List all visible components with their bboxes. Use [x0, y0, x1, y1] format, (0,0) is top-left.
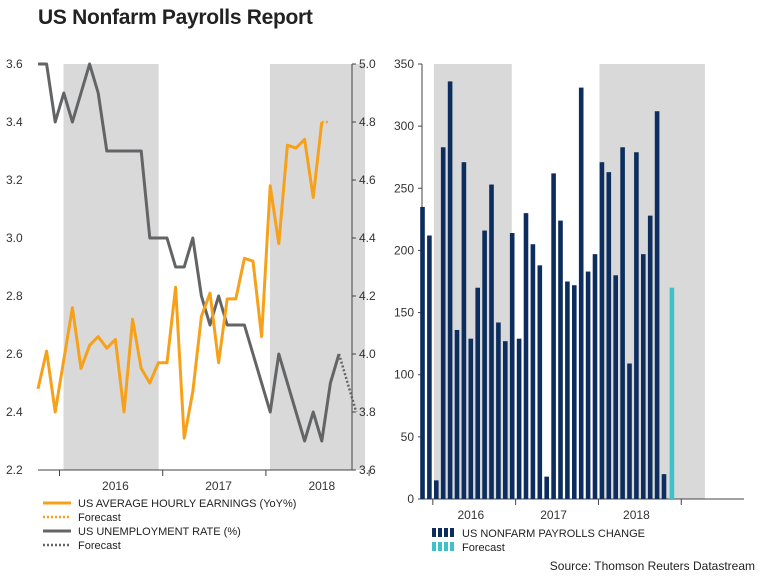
payroll-bar	[434, 480, 439, 499]
bar-y-tick-label: 300	[394, 119, 414, 133]
bar-legend-label: US NONFARM PAYROLLS CHANGE	[462, 528, 645, 540]
payroll-bar	[537, 265, 543, 499]
right-y-tick-label: 5.0	[359, 57, 376, 71]
payroll-bar	[523, 213, 529, 499]
payroll-bar	[592, 254, 598, 499]
bar-x-year-label: 2016	[457, 508, 484, 522]
payroll-bar	[654, 111, 660, 499]
payroll-bar	[572, 285, 577, 499]
bar-y-tick-label: 350	[394, 57, 414, 71]
payroll-bar	[420, 206, 425, 499]
bar-legend-swatch	[432, 542, 436, 551]
shade-2018	[269, 64, 366, 470]
legend-label: US UNEMPLOYMENT RATE (%)	[78, 526, 241, 538]
payroll-bar	[641, 254, 646, 499]
payroll-bar	[475, 287, 480, 499]
payroll-bar	[461, 162, 467, 499]
payroll-bar	[558, 220, 563, 499]
payroll-bar	[544, 476, 549, 499]
legend-label: Forecast	[78, 540, 121, 552]
right-y-tick-label: 4.2	[359, 289, 376, 303]
bar-y-tick-label: 50	[401, 430, 415, 444]
payroll-bar	[516, 338, 522, 499]
payroll-bar	[489, 184, 494, 500]
left-y-tick-label: 2.8	[6, 289, 23, 303]
bar-legend-swatch	[450, 542, 454, 551]
payroll-forecast-bar	[669, 287, 675, 499]
left-y-tick-label: 3.4	[6, 115, 23, 129]
bar-legend-label: Forecast	[462, 542, 505, 554]
x-year-label: 2016	[102, 479, 129, 493]
bar-legend-swatch	[438, 542, 442, 551]
bar-y-tick-label: 100	[394, 368, 414, 382]
bar-y-tick-label: 0	[407, 492, 414, 506]
hourly-earnings-line	[36, 121, 324, 440]
left-y-tick-label: 3.0	[6, 231, 23, 245]
payroll-bar	[620, 147, 625, 499]
shade-2016	[63, 64, 159, 470]
payroll-bar	[468, 338, 474, 499]
legend-label: Forecast	[78, 512, 121, 524]
payroll-bar	[606, 172, 612, 499]
payroll-bar	[530, 244, 536, 499]
payroll-bar	[509, 233, 515, 499]
payroll-bar	[503, 341, 508, 499]
payroll-bar	[661, 474, 667, 499]
source-text: Source: Thomson Reuters Datastream	[550, 559, 755, 573]
payroll-bar	[496, 322, 501, 499]
bar-legend-swatch	[432, 528, 436, 537]
bar-legend-swatch	[444, 528, 448, 537]
right-y-tick-label: 3.6	[359, 463, 376, 477]
x-year-label: 2018	[308, 479, 335, 493]
left-y-tick-label: 3.2	[6, 173, 23, 187]
payroll-bar	[454, 329, 460, 499]
bar-legend-swatch	[438, 528, 442, 537]
left-y-tick-label: 2.2	[6, 463, 23, 477]
payroll-bar	[585, 271, 591, 499]
payroll-bar	[634, 152, 639, 499]
unemployment-rate-line	[38, 62, 341, 443]
page-title: US Nonfarm Payrolls Report	[38, 6, 313, 29]
x-year-label: 2017	[205, 479, 232, 493]
bar-y-tick-label: 250	[394, 181, 414, 195]
payroll-bar	[447, 81, 453, 500]
left-y-tick-label: 2.4	[6, 405, 23, 419]
bar-y-tick-label: 150	[394, 306, 414, 320]
payroll-bar	[647, 215, 653, 499]
payroll-bar	[565, 281, 570, 499]
payroll-bar	[427, 235, 432, 499]
bar-legend-swatch	[444, 542, 448, 551]
right-y-tick-label: 4.4	[359, 231, 376, 245]
payroll-bar	[440, 147, 446, 499]
payroll-bar	[613, 275, 618, 499]
left-y-tick-label: 2.6	[6, 347, 23, 361]
right-y-tick-label: 4.8	[359, 115, 376, 129]
right-y-tick-label: 4.6	[359, 173, 376, 187]
payroll-bar	[627, 363, 632, 499]
payroll-bar	[599, 162, 605, 499]
payroll-bar	[578, 87, 584, 499]
bar-x-year-label: 2018	[623, 508, 650, 522]
payroll-bar	[482, 230, 487, 500]
bar-x-year-label: 2017	[540, 508, 567, 522]
bar-y-tick-label: 200	[394, 243, 414, 257]
legend-label: US AVERAGE HOURLY EARNINGS (YoY%)	[78, 498, 296, 510]
bar-legend-swatch	[450, 528, 454, 537]
payroll-bar	[551, 173, 556, 499]
right-y-tick-label: 4.0	[359, 347, 376, 361]
left-y-tick-label: 3.6	[6, 57, 23, 71]
right-y-tick-label: 3.8	[359, 405, 376, 419]
